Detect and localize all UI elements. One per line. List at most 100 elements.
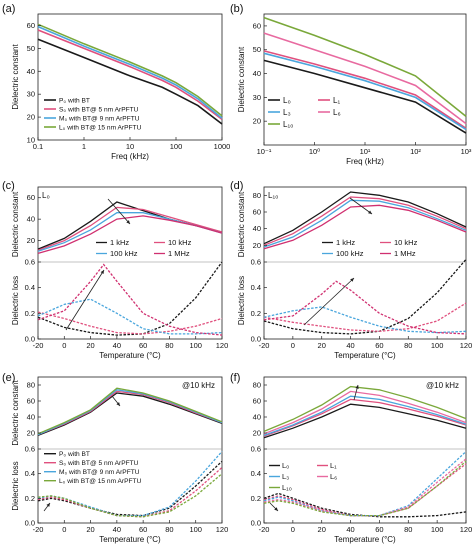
y-tick-label-top: 20 xyxy=(27,429,35,438)
x-tick-label: 40 xyxy=(346,341,354,350)
x-tick-label: -20 xyxy=(33,525,44,534)
x-tick-label: 60 xyxy=(139,525,147,534)
x-tick-label: -20 xyxy=(259,525,270,534)
x-tick-label: 0 xyxy=(291,525,295,534)
y-axis-label-bottom: Dielectric loss xyxy=(11,461,20,510)
trend-arrow-bottom-head xyxy=(46,503,50,507)
x-tick-label: 60 xyxy=(139,341,147,350)
plot-frame xyxy=(263,186,467,340)
y-tick-label-top: 60 xyxy=(253,397,261,406)
y-tick-label: 60 xyxy=(253,21,261,30)
y-tick-label-top: 60 xyxy=(27,193,35,202)
x-tick-label: 60 xyxy=(375,341,383,350)
panel-label: (c) xyxy=(2,180,15,192)
x-tick-label: 10⁰ xyxy=(309,147,320,156)
legend-entry: L₀ xyxy=(283,96,291,105)
series-line-3 xyxy=(263,32,467,125)
x-tick-label: 20 xyxy=(318,341,326,350)
y-axis-label-top: Dielectric constant xyxy=(11,380,20,446)
series-line-top-0 xyxy=(263,403,467,439)
y-tick-label-top: 20 xyxy=(253,429,261,438)
series-line-top-2 xyxy=(263,199,467,248)
legend-entry: 10 kHz xyxy=(168,238,192,247)
x-tick-label: 10⁻¹ xyxy=(257,147,272,156)
series-line-top-2 xyxy=(263,395,467,437)
series-line-bottom-4 xyxy=(263,460,467,517)
trend-arrow-bottom-head xyxy=(350,278,354,282)
trend-arrow-bottom xyxy=(303,277,355,326)
x-axis-label: Temperature (°C) xyxy=(334,535,396,544)
x-tick-label: 10¹ xyxy=(360,147,371,156)
y-tick-label: 60 xyxy=(27,21,35,30)
x-tick-label: 80 xyxy=(165,525,173,534)
y-tick-label-bottom: 0.6 xyxy=(25,445,35,454)
x-tick-label: 0.1 xyxy=(33,142,43,151)
y-tick-label: 40 xyxy=(27,67,35,76)
series-line-1 xyxy=(37,29,223,121)
x-tick-label: 80 xyxy=(404,341,412,350)
legend-entry: 10 kHz xyxy=(394,238,418,247)
y-tick-label-bottom: 0.0 xyxy=(251,519,261,528)
x-tick-label: 120 xyxy=(460,525,473,534)
y-tick-label-top: 40 xyxy=(253,413,261,422)
legend-entry: P₀ with BT xyxy=(59,97,90,104)
legend-entry: M₀ with BT@ 9 nm ArPFTU xyxy=(59,115,140,122)
y-tick-label: 30 xyxy=(27,90,35,99)
legend-entry: M₀ with BT@ 9 nm ArPFTU xyxy=(59,469,140,476)
legend-entry: L₁ xyxy=(330,461,337,470)
series-line-3 xyxy=(37,23,223,117)
series-line-bottom-1 xyxy=(263,463,467,517)
series-line-bottom-2 xyxy=(263,306,467,334)
x-tick-label: 10 xyxy=(126,142,134,151)
frequency-label: @10 kHz xyxy=(182,381,215,390)
series-line-top-4 xyxy=(263,385,467,433)
panel-f: (f) -20 0 20 40 60 80 100 120 20 40 60 80 0.0 0.2 0.4 0.… xyxy=(230,372,472,544)
y-axis-label: Dielectric constant xyxy=(11,44,20,110)
x-tick-label: 100 xyxy=(189,341,202,350)
trend-arrow-top-head xyxy=(355,385,359,389)
y-tick-label: 50 xyxy=(253,45,261,54)
y-tick-label-bottom: 0.0 xyxy=(25,335,35,344)
series-line-bottom-0 xyxy=(37,460,223,517)
panel-b: (b) 10⁻¹ 10⁰ 10¹ 10² 10³ 20 30 40 50 60 Freq (kHz) D… xyxy=(230,3,472,166)
x-axis-label: Temperature (°C) xyxy=(334,351,396,360)
x-axis-label: Freq (kHz) xyxy=(346,157,384,166)
series-line-top-1 xyxy=(263,196,467,246)
y-tick-label-top: 80 xyxy=(253,191,261,200)
legend-entry: P₀ with BT xyxy=(59,451,90,458)
legend-entry: L₀ with BT@ 15 nm ArPFTU xyxy=(59,124,142,131)
panel-e: (e) -20 0 20 40 60 80 100 120 20 40 60 80 0.0 0.2 0.4 0.… xyxy=(2,372,228,544)
series-line-bottom-3 xyxy=(37,263,223,336)
legend-entry: 1 kHz xyxy=(110,238,129,247)
legend-entry: L₀ with BT@ 15 nm ArPFTU xyxy=(59,478,142,485)
y-tick-label-bottom: 0.2 xyxy=(25,494,35,503)
y-tick-label: 20 xyxy=(27,113,35,122)
trend-arrow-top-head xyxy=(116,402,120,406)
x-tick-label: 120 xyxy=(216,525,229,534)
series-line-bottom-0 xyxy=(263,492,467,518)
panel-label: (f) xyxy=(230,372,240,384)
plot-frame xyxy=(37,186,223,340)
x-tick-label: 10² xyxy=(410,147,421,156)
sample-label: L₁₀ xyxy=(268,191,278,200)
x-tick-label: 120 xyxy=(460,341,473,350)
series-line-bottom-2 xyxy=(263,451,467,517)
y-tick-label-bottom: 0.2 xyxy=(251,494,261,503)
panel-label: (e) xyxy=(2,372,15,384)
series-line-bottom-2 xyxy=(37,298,223,335)
legend-entry: 1 MHz xyxy=(168,249,190,258)
series-line-top-0 xyxy=(263,191,467,245)
y-tick-label-top: 60 xyxy=(27,397,35,406)
legend-entry: L₃ xyxy=(283,108,291,117)
trend-arrow-bottom-head xyxy=(100,270,104,274)
legend-entry: L₆ xyxy=(333,108,341,117)
series-line-bottom-3 xyxy=(263,280,467,335)
y-tick-label-top: 20 xyxy=(27,236,35,245)
panel-label: (b) xyxy=(230,3,243,15)
x-tick-label: 0 xyxy=(62,525,66,534)
panel-label: (a) xyxy=(2,3,15,15)
y-tick-label: 30 xyxy=(253,93,261,102)
y-tick-label-bottom: 0.6 xyxy=(25,258,35,267)
x-tick-label: 120 xyxy=(216,341,229,350)
panel-d: (d) -20 0 20 40 60 80 100 120 20 40 60 80 0.0 0.2 0.4 0.… xyxy=(230,180,472,360)
